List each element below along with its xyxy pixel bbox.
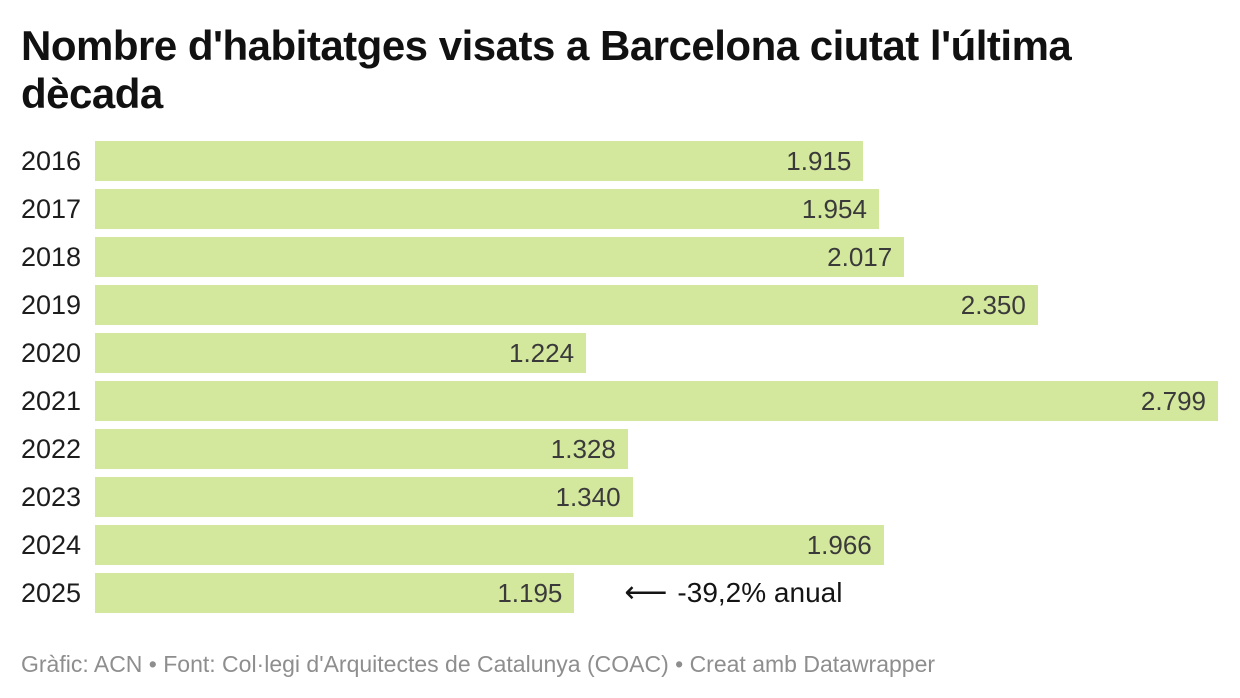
bar-track: 1.340	[95, 477, 1218, 517]
bar-row-2023: 2023 1.340	[21, 477, 1218, 517]
value-label-2021: 2.799	[1140, 385, 1206, 416]
bar-row-2020: 2020 1.224	[21, 333, 1218, 373]
value-label-2020: 1.224	[509, 337, 575, 368]
bar-track: 1.954	[95, 189, 1218, 229]
value-label-2025: 1.195	[497, 577, 563, 608]
category-label-2025: 2025	[21, 577, 82, 608]
bar-2019: 2.350	[95, 285, 1038, 325]
bar-track: 1.966	[95, 525, 1218, 565]
chart-source-credit: Gràfic: ACN • Font: Col·legi d'Arquitect…	[21, 651, 936, 677]
category-label-2023: 2023	[21, 481, 82, 512]
bar-2016: 1.915	[95, 141, 864, 181]
value-label-2024: 1.966	[806, 529, 872, 560]
bar-2020: 1.224	[95, 333, 587, 373]
chart-title: Nombre d'habitatges visats a Barcelona c…	[21, 22, 1181, 118]
bar-row-2016: 2016 1.915	[21, 141, 1218, 181]
bar-2023: 1.340	[95, 477, 633, 517]
value-label-2023: 1.340	[555, 481, 621, 512]
bar-row-2017: 2017 1.954	[21, 189, 1218, 229]
bar-2018: 2.017	[95, 237, 905, 277]
bar-track: 1.224	[95, 333, 1218, 373]
category-label-2016: 2016	[21, 145, 82, 176]
bar-2025: 1.195	[95, 573, 575, 613]
bar-2024: 1.966	[95, 525, 884, 565]
value-label-2017: 1.954	[801, 193, 867, 224]
category-label-2019: 2019	[21, 289, 82, 320]
category-label-2017: 2017	[21, 193, 82, 224]
left-arrow-icon: ⟵	[624, 575, 668, 610]
category-label-2018: 2018	[21, 241, 82, 272]
value-label-2016: 1.915	[786, 145, 852, 176]
bar-track: 1.915	[95, 141, 1218, 181]
bar-row-2018: 2018 2.017	[21, 237, 1218, 277]
value-label-2019: 2.350	[960, 289, 1026, 320]
bar-chart: 2016 1.915 2017 1.954 2018 2.017	[21, 141, 1218, 613]
bar-row-2019: 2019 2.350	[21, 285, 1218, 325]
category-label-2021: 2021	[21, 385, 82, 416]
category-label-2020: 2020	[21, 337, 82, 368]
value-label-2018: 2.017	[827, 241, 893, 272]
annotation: ⟵ -39,2% anual	[624, 577, 842, 609]
bar-row-2021: 2021 2.799	[21, 381, 1218, 421]
bar-track: 2.799	[95, 381, 1218, 421]
value-label-2022: 1.328	[550, 433, 616, 464]
bar-track: 2.350	[95, 285, 1218, 325]
chart-title-line-2: dècada	[21, 70, 163, 117]
bar-row-2024: 2024 1.966	[21, 525, 1218, 565]
annotation-text: -39,2% anual	[677, 577, 843, 608]
bar-track: 1.195 ⟵ -39,2% anual	[95, 573, 1218, 613]
bar-2022: 1.328	[95, 429, 628, 469]
bar-row-2022: 2022 1.328	[21, 429, 1218, 469]
bar-track: 2.017	[95, 237, 1218, 277]
category-label-2022: 2022	[21, 433, 82, 464]
bar-track: 1.328	[95, 429, 1218, 469]
bar-2017: 1.954	[95, 189, 879, 229]
bar-2021: 2.799	[95, 381, 1218, 421]
chart-title-line-1: Nombre d'habitatges visats a Barcelona c…	[21, 22, 1072, 69]
category-label-2024: 2024	[21, 529, 82, 560]
bar-row-2025: 2025 1.195 ⟵ -39,2% anual	[21, 573, 1218, 613]
